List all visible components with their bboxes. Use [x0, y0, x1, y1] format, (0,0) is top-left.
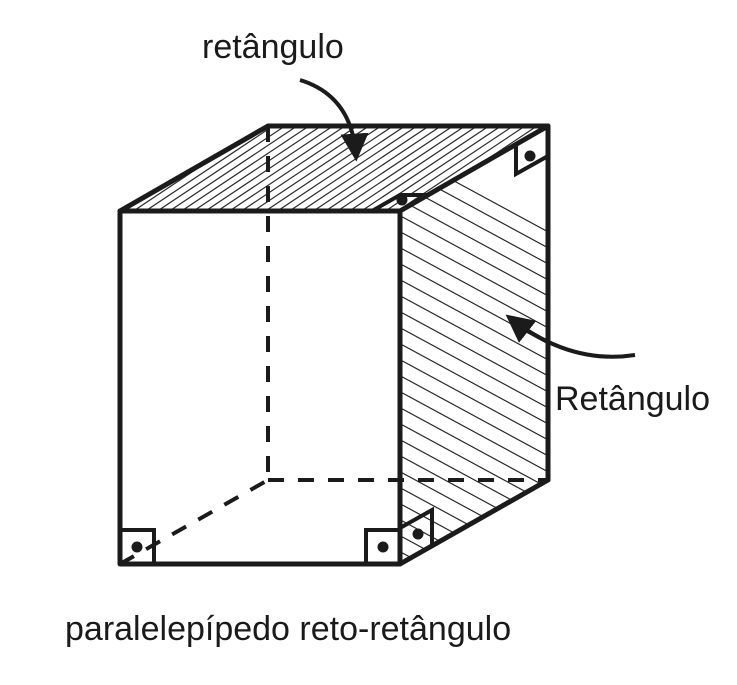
side-arrow [510, 318, 635, 357]
label-side: Retângulo [555, 380, 710, 419]
hidden-edges [120, 126, 548, 564]
caption: paralelepípedo reto-retângulo [65, 610, 511, 649]
hatch-top-face [60, 60, 660, 260]
top-arrow [300, 80, 356, 156]
label-top: retângulo [202, 28, 344, 67]
geometry-diagram [0, 0, 737, 685]
pointer-arrows [300, 80, 635, 357]
visible-edges [120, 126, 548, 564]
